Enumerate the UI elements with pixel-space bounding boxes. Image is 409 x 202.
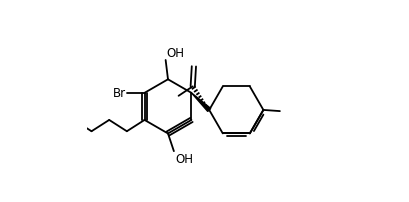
- Polygon shape: [191, 93, 211, 112]
- Text: OH: OH: [167, 47, 185, 60]
- Text: OH: OH: [175, 153, 193, 165]
- Text: Br: Br: [113, 87, 126, 100]
